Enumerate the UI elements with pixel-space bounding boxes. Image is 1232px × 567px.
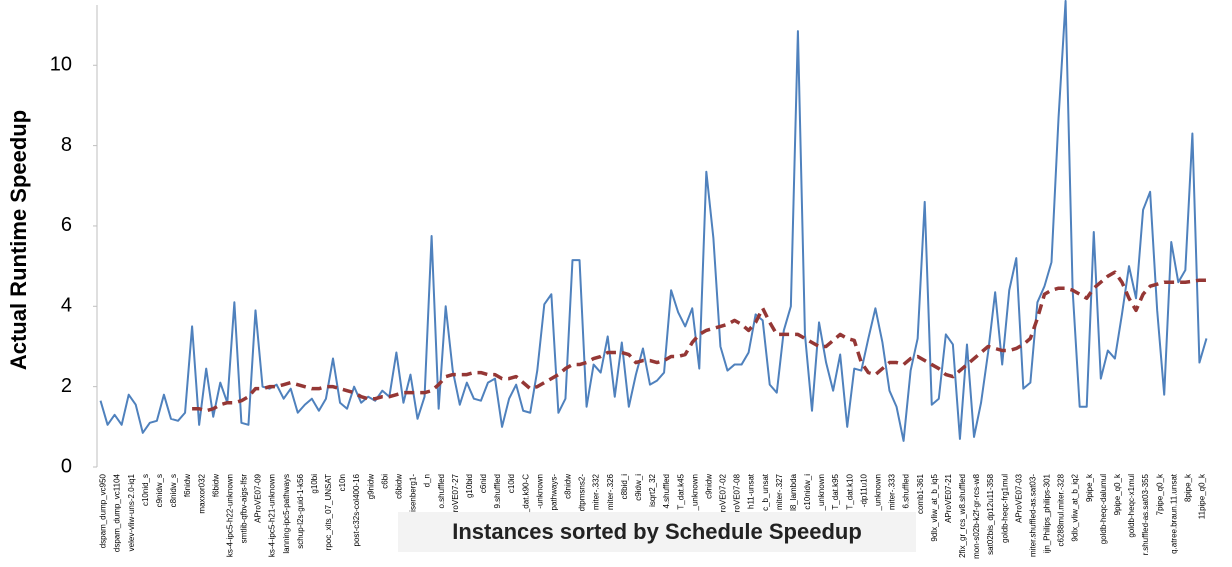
x-tick-label: AProVE07-09 <box>254 473 263 522</box>
x-tick-label: o.shuffled <box>437 474 446 509</box>
x-tick-label: c6288mul.miter.-328 <box>1057 473 1066 546</box>
x-axis-label-box <box>398 512 916 552</box>
x-tick-label: 9.shuffled <box>493 474 502 509</box>
x-tick-label: miter-.326 <box>606 473 615 510</box>
y-tick-label: 0 <box>61 455 72 477</box>
x-tick-label: 6.shuffled <box>902 474 911 509</box>
x-tick-label: rpoc_xits_07_UNSAT <box>324 474 333 550</box>
x-tick-label: 9dlx_vliw_at_b_iq2 <box>1071 473 1080 541</box>
x-tick-label: 7pipe_q0_k <box>1155 473 1164 515</box>
x-tick-label: dspam_dump_vc950 <box>99 473 108 548</box>
x-tick-label: T_dat.k45 <box>676 473 685 509</box>
x-tick-label: c10nidw_i <box>803 474 812 510</box>
x-tick-label: T_dat.k95 <box>831 473 840 509</box>
x-tick-label: 9dlx_vliw_at_b_iq5 <box>930 473 939 541</box>
x-tick-label: mon-s02b-k2f-gr-rcs-w8 <box>972 473 981 558</box>
data-line <box>99 0 1208 442</box>
x-tick-label: -unknown <box>535 474 544 509</box>
x-tick-label: g9nidw <box>366 474 375 500</box>
x-tick-label: roVE07-02 <box>719 473 728 512</box>
x-tick-label: c9nidw_s <box>155 474 164 507</box>
x-tick-label: miter-.332 <box>592 473 601 510</box>
x-tick-label: AProVE07-03 <box>1014 473 1023 522</box>
x-tick-label: _unknown <box>874 474 883 511</box>
x-tick-label: c8nidw_s <box>169 474 178 507</box>
x-tick-label: f6nidw <box>183 474 192 497</box>
x-tick-label: ks-4-ipc5-h22-unknown <box>225 474 234 557</box>
x-tick-label: c_b_unsat <box>761 473 770 511</box>
x-tick-label: _unknown <box>690 474 699 511</box>
y-tick-label: 6 <box>61 214 72 236</box>
x-tick-label: c10n <box>338 474 347 491</box>
category-labels: dspam_dump_vc950 dspam_dump_vc1104 velev-v… <box>99 473 1207 559</box>
x-tick-label: c8nidw <box>564 474 573 499</box>
x-tick-label: 2fix_gr_rcs_w8.shuffled <box>958 474 967 558</box>
x-tick-label: miter-.333 <box>888 473 897 510</box>
x-tick-label: smtlib-qfbv-aigs-lfsr <box>240 474 249 544</box>
x-tick-label: schup-l2s-guid-1-k56 <box>296 473 305 548</box>
x-tick-label: c9idw_i <box>634 474 643 501</box>
x-tick-label: miter-.327 <box>775 473 784 510</box>
x-tick-label: c10id <box>507 474 516 493</box>
x-tick-label: goldb-heqc-x1mul <box>1127 474 1136 538</box>
x-tick-label: 8pipe_k <box>1183 473 1192 502</box>
x-tick-label: velev-vliw-uns-2.0-iq1 <box>127 473 136 551</box>
x-tick-label: maxxor032 <box>197 473 206 513</box>
x-tick-label: AProVE07-21 <box>944 473 953 522</box>
x-tick-label: _dat.k90-C <box>521 474 530 514</box>
x-tick-label: h11-unsat <box>747 473 756 509</box>
x-tick-label: f6bidw <box>211 474 220 497</box>
x-tick-label: 9pipe_q0_k <box>1113 473 1122 515</box>
x-tick-label: c6bidw <box>394 474 403 499</box>
x-tick-label: isenberg1- <box>409 474 418 512</box>
x-tick-label: isqrt2_32 <box>648 473 657 506</box>
x-tick-label: c6bi <box>380 474 389 489</box>
y-tick-label: 10 <box>50 54 72 76</box>
x-tick-label: 11pipe_q0_k <box>1198 473 1207 519</box>
x-tick-label: pathways- <box>549 474 558 511</box>
x-tick-label: c8bid_i <box>620 474 629 500</box>
x-tick-label: miter.shuffled-as.sat03- <box>1028 474 1037 557</box>
x-tick-label: T_dat.k10 <box>845 473 854 509</box>
y-tick-label: 2 <box>61 375 72 397</box>
x-tick-label: lanning-ipc5-pathways <box>282 474 291 554</box>
x-tick-label: 9pipe_k <box>1085 473 1094 502</box>
x-tick-label: roVE07-08 <box>733 473 742 512</box>
plot-area <box>99 0 1208 442</box>
x-tick-label: -dp11u10 <box>859 473 868 507</box>
x-tick-label: goldb-heqc-frg1mul <box>1000 474 1009 543</box>
x-tick-label: d_n <box>423 474 432 487</box>
x-tick-label: c6nid <box>479 474 488 493</box>
y-tick-label: 4 <box>61 295 72 317</box>
x-tick-label: roVE07-27 <box>451 473 460 512</box>
x-tick-label: c9nidw <box>704 474 713 499</box>
x-tick-label: ks-4-ipc5-h21-unknown <box>268 474 277 557</box>
x-tick-label: sat02bis_dp12u11-358 <box>986 473 995 554</box>
x-tick-label: g10bi <box>310 474 319 494</box>
x-tick-label: comb1-361 <box>916 473 925 514</box>
y-axis-label: Actual Runtime Speedup <box>6 110 31 370</box>
x-tick-label: goldb-heqc-dalumul <box>1099 474 1108 544</box>
x-tick-label: dspam_dump_vc1104 <box>113 473 122 552</box>
x-tick-label: r.shuffled-as.sat03-355 <box>1141 473 1150 555</box>
x-tick-label: post-c32s-col400-16 <box>352 473 361 546</box>
x-tick-label: ijn_Philips_philips-301 <box>1043 473 1052 553</box>
x-axis-label: Instances sorted by Schedule Speedup <box>452 519 862 544</box>
x-tick-label: g10bid <box>465 474 474 498</box>
x-tick-label: dtpmsns2- <box>578 474 587 512</box>
x-tick-label: _unknown <box>817 474 826 511</box>
x-tick-label: l8_lambda <box>789 473 798 510</box>
x-tick-label: q.atree.braun.11.unsat <box>1169 473 1178 554</box>
trend-line <box>192 270 1207 413</box>
x-tick-label: 4.shuffled <box>662 474 671 509</box>
x-tick-label: c10nid_s <box>141 474 150 506</box>
y-tick-label: 8 <box>61 134 72 156</box>
